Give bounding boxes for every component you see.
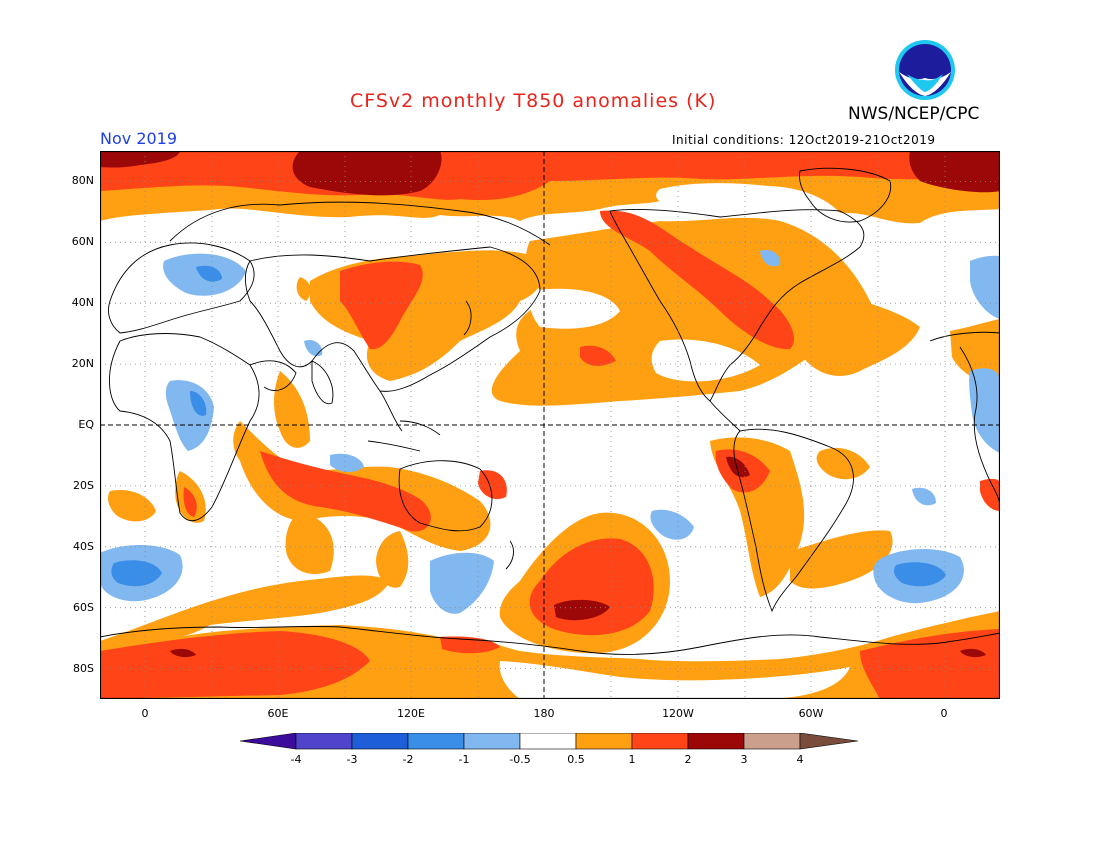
lat-label: 20N bbox=[71, 357, 94, 370]
colorbar-swatch bbox=[631, 733, 689, 750]
continent-outlines bbox=[100, 167, 1000, 655]
lon-label: 120E bbox=[397, 707, 425, 720]
colorbar-label: -1 bbox=[458, 753, 470, 766]
south-america-warm-anomaly bbox=[710, 437, 893, 597]
lat-label: EQ bbox=[78, 418, 94, 431]
colorbar-label: 3 bbox=[740, 753, 748, 766]
noaa-logo bbox=[895, 40, 955, 100]
anomaly-map bbox=[100, 151, 1000, 699]
lat-label: 40S bbox=[73, 540, 94, 553]
lon-label: 60W bbox=[798, 707, 824, 720]
colorbar-label: 0.5 bbox=[567, 753, 585, 766]
chart-title: CFSv2 monthly T850 anomalies (K) bbox=[350, 90, 717, 112]
colorbar-swatch bbox=[519, 733, 577, 750]
lat-label: 60S bbox=[73, 601, 94, 614]
lon-label: 0 bbox=[141, 707, 149, 720]
colorbar-swatch bbox=[575, 733, 633, 750]
arctic-warm-anomaly bbox=[100, 151, 1000, 224]
lon-label: 120W bbox=[662, 707, 694, 720]
map-frame bbox=[100, 151, 1000, 699]
indian-ocean-warm-anomaly bbox=[108, 371, 507, 588]
graticule bbox=[100, 151, 1000, 699]
lon-label: 60E bbox=[267, 707, 289, 720]
lat-label: 60N bbox=[71, 235, 94, 248]
colorbar bbox=[240, 733, 859, 750]
colorbar-label: -4 bbox=[290, 753, 302, 766]
antarctic-warm-anomaly bbox=[100, 575, 1000, 699]
lat-label: 80S bbox=[73, 662, 94, 675]
south-pacific-warm-anomaly bbox=[499, 512, 670, 654]
cold-anomalies bbox=[100, 249, 1000, 614]
forecast-period: Nov 2019 bbox=[100, 129, 178, 148]
lon-label: 180 bbox=[533, 707, 555, 720]
colorbar-swatch bbox=[799, 733, 859, 750]
agency-label: NWS/NCEP/CPC bbox=[848, 104, 980, 124]
initial-conditions: Initial conditions: 12Oct2019-21Oct2019 bbox=[672, 133, 936, 147]
colorbar-label: 4 bbox=[796, 753, 804, 766]
colorbar-swatch bbox=[687, 733, 745, 750]
colorbar-label: -2 bbox=[402, 753, 414, 766]
colorbar-swatch bbox=[351, 733, 409, 750]
colorbar-swatch bbox=[240, 733, 297, 750]
colorbar-swatch bbox=[295, 733, 353, 750]
lon-label: 0 bbox=[940, 707, 948, 720]
colorbar-label: -3 bbox=[346, 753, 358, 766]
reference-lines bbox=[100, 151, 1000, 699]
colorbar-swatch bbox=[463, 733, 521, 750]
lat-label: 20S bbox=[73, 479, 94, 492]
colorbar-label: 1 bbox=[628, 753, 636, 766]
lat-label: 40N bbox=[71, 296, 94, 309]
colorbar-label: 2 bbox=[684, 753, 692, 766]
colorbar-swatch bbox=[407, 733, 465, 750]
colorbar-swatch bbox=[743, 733, 801, 750]
eurasia-warm-anomaly bbox=[296, 250, 543, 381]
colorbar-label: -0.5 bbox=[509, 753, 531, 766]
lat-label: 80N bbox=[71, 174, 94, 187]
